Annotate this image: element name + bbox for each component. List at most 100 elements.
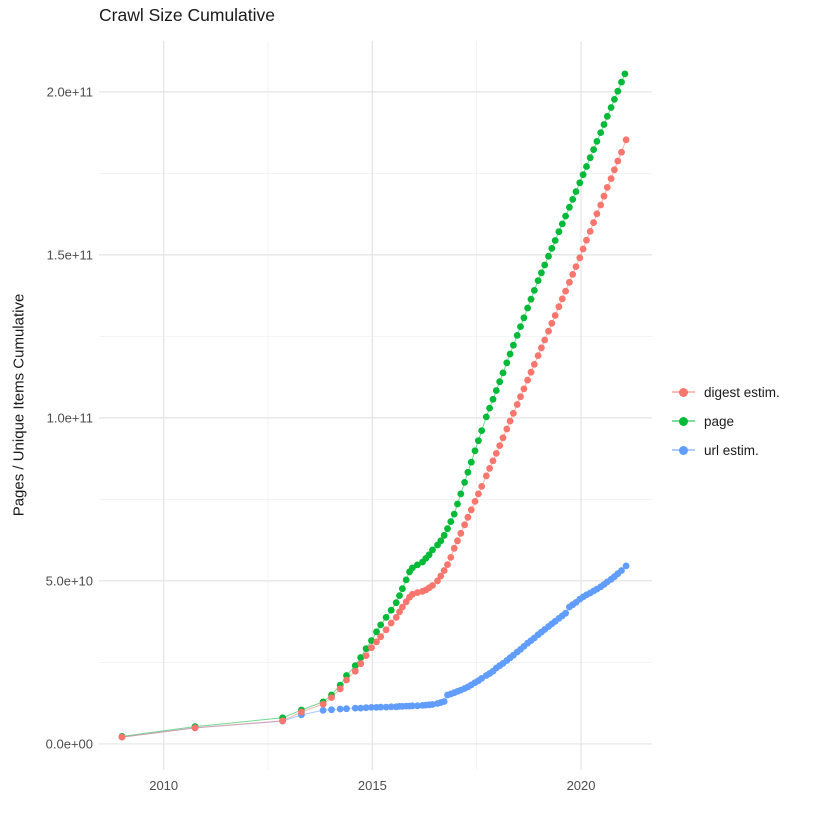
data-point — [486, 404, 493, 412]
data-point — [527, 368, 535, 376]
data-point — [622, 136, 630, 144]
data-point — [572, 263, 580, 270]
y-tick-label: 2.0e+11 — [47, 84, 93, 99]
legend-key-dot — [679, 445, 688, 455]
data-point — [396, 608, 403, 616]
data-point — [377, 633, 385, 641]
x-tick-label: 2015 — [358, 778, 387, 793]
data-point — [597, 201, 605, 209]
legend-item: page — [672, 410, 780, 432]
data-point — [600, 192, 608, 200]
data-point — [409, 564, 416, 572]
data-point — [583, 236, 590, 244]
data-point — [357, 654, 365, 661]
data-point — [377, 703, 385, 711]
data-point — [457, 529, 465, 537]
data-point — [440, 531, 448, 539]
legend-key-icon — [672, 384, 695, 400]
data-point — [437, 572, 445, 580]
data-point — [396, 592, 403, 599]
data-point — [444, 561, 451, 568]
data-point — [489, 457, 497, 465]
data-point — [583, 163, 590, 170]
data-point — [118, 733, 126, 741]
data-point — [382, 626, 390, 634]
data-point — [357, 704, 365, 712]
data-point — [603, 184, 611, 191]
data-point — [538, 269, 545, 277]
data-point — [506, 350, 514, 358]
data-point — [576, 254, 584, 262]
data-point — [618, 148, 625, 156]
data-point — [336, 685, 344, 693]
data-point — [510, 341, 517, 349]
data-point — [343, 705, 350, 713]
data-point — [486, 465, 493, 472]
data-point — [429, 546, 436, 554]
data-point — [454, 500, 461, 508]
data-point — [562, 287, 569, 295]
data-point — [558, 220, 566, 228]
data-point — [368, 644, 375, 652]
data-point — [607, 175, 615, 183]
data-point — [611, 96, 618, 103]
x-tick-label: 2010 — [149, 778, 178, 793]
data-point — [414, 702, 421, 710]
data-point — [387, 606, 395, 614]
data-point — [520, 314, 528, 322]
data-point — [475, 490, 482, 498]
data-point — [496, 442, 504, 449]
data-point — [492, 450, 500, 457]
data-point — [447, 518, 455, 525]
data-point — [461, 521, 468, 529]
data-point — [548, 319, 556, 327]
data-point — [298, 708, 305, 716]
data-point — [362, 645, 370, 653]
data-point — [482, 413, 490, 421]
data-point — [566, 203, 573, 211]
data-point — [414, 561, 421, 569]
data-point — [425, 551, 433, 559]
data-point — [319, 700, 327, 708]
data-point — [351, 667, 359, 675]
data-point — [534, 352, 542, 359]
data-point — [440, 698, 448, 705]
data-point — [464, 513, 472, 521]
data-point — [517, 323, 524, 330]
data-point — [362, 652, 370, 659]
data-point — [569, 271, 577, 278]
data-point — [530, 361, 538, 368]
data-point — [520, 385, 528, 393]
data-point — [382, 703, 390, 711]
data-point — [524, 304, 531, 312]
data-point — [399, 585, 406, 593]
data-point — [600, 121, 608, 128]
data-point — [527, 295, 535, 303]
data-point — [538, 344, 545, 352]
legend: digest estim. page url estim. — [672, 381, 780, 461]
data-point — [392, 599, 400, 607]
data-point — [534, 277, 542, 284]
data-point — [402, 576, 410, 584]
data-point — [499, 434, 507, 442]
data-point — [454, 537, 461, 545]
data-point — [621, 70, 629, 78]
data-point — [555, 228, 563, 236]
legend-key-dot — [679, 416, 688, 426]
data-point — [506, 417, 514, 425]
data-point — [373, 628, 380, 636]
data-point — [562, 609, 569, 617]
data-point — [392, 614, 400, 621]
data-point — [590, 146, 597, 154]
data-point — [517, 393, 524, 401]
data-point — [351, 662, 359, 670]
data-point — [551, 237, 559, 244]
data-point — [409, 702, 416, 710]
data-point — [444, 525, 451, 533]
data-point — [357, 660, 365, 668]
data-point — [551, 312, 559, 319]
y-tick-label: 0.0e+00 — [46, 736, 93, 751]
series-line-urlestim — [121, 565, 627, 738]
data-point — [572, 188, 580, 196]
